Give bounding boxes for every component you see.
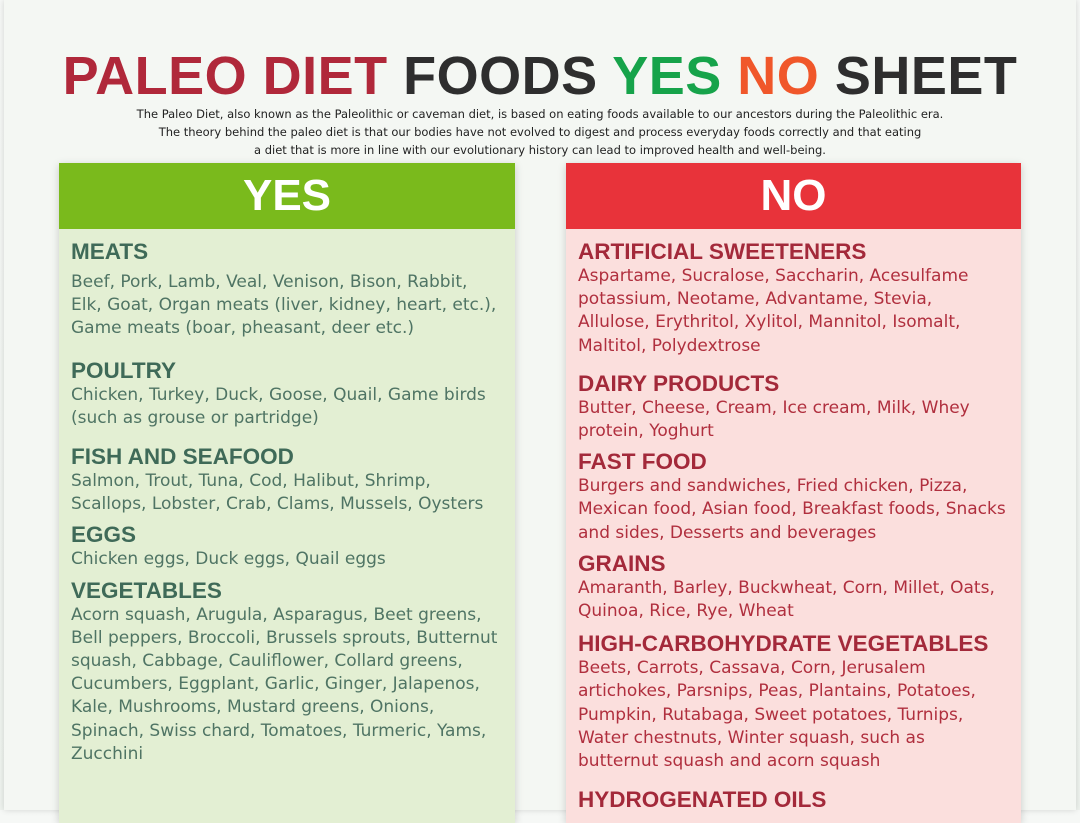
- intro-line: The Paleo Diet, also known as the Paleol…: [136, 107, 944, 121]
- yes-panel-heading: YES: [59, 163, 515, 229]
- page-title: PALEO DIET FOODS YES NO SHEET: [0, 44, 1080, 108]
- title-part-yes: YES: [612, 46, 722, 106]
- yes-category-vegetables: VEGETABLES Acorn squash, Arugula, Aspara…: [71, 578, 503, 766]
- yes-panel: YES MEATS Beef, Pork, Lamb, Veal, Veniso…: [59, 163, 515, 823]
- yes-category-poultry: POULTRY Chicken, Turkey, Duck, Goose, Qu…: [71, 358, 503, 430]
- category-items: Amaranth, Barley, Buckwheat, Corn, Mille…: [578, 577, 995, 622]
- yes-category-fish-seafood: FISH AND SEAFOOD Salmon, Trout, Tuna, Co…: [71, 444, 503, 516]
- no-category-artificial-sweeteners: ARTIFICIAL SWEETENERS Aspartame, Sucralo…: [578, 239, 1009, 358]
- category-title: HYDROGENATED OILS: [578, 787, 827, 813]
- title-part-foods: FOODS: [403, 46, 598, 106]
- category-title: HIGH-CARBOHYDRATE VEGETABLES: [578, 631, 989, 657]
- category-title: DAIRY PRODUCTS: [578, 370, 780, 396]
- category-items: Acorn squash, Arugula, Asparagus, Beet g…: [71, 604, 498, 764]
- category-title: EGGS: [71, 522, 137, 548]
- no-panel-body: ARTIFICIAL SWEETENERS Aspartame, Sucralo…: [566, 229, 1021, 813]
- category-items: Chicken, Turkey, Duck, Goose, Quail, Gam…: [71, 384, 486, 428]
- category-items: Beef, Pork, Lamb, Veal, Venison, Bison, …: [71, 272, 497, 339]
- no-panel-heading: NO: [566, 163, 1021, 229]
- no-category-dairy-products: DAIRY PRODUCTS Butter, Cheese, Cream, Ic…: [578, 371, 1009, 443]
- category-title: POULTRY: [71, 357, 176, 383]
- category-items: Burgers and sandwiches, Fried chicken, P…: [578, 476, 1006, 543]
- no-category-grains: GRAINS Amaranth, Barley, Buckwheat, Corn…: [578, 551, 1009, 623]
- title-part-no: NO: [737, 46, 820, 106]
- yes-category-meats: MEATS Beef, Pork, Lamb, Veal, Venison, B…: [71, 239, 503, 341]
- category-items: Aspartame, Sucralose, Saccharin, Acesulf…: [578, 266, 969, 356]
- category-items: Chicken eggs, Duck eggs, Quail eggs: [71, 549, 386, 570]
- category-items: Beets, Carrots, Cassava, Corn, Jerusalem…: [578, 658, 976, 772]
- no-category-fast-food: FAST FOOD Burgers and sandwiches, Fried …: [578, 449, 1009, 545]
- title-part-paleo-diet: PALEO DIET: [62, 46, 388, 106]
- category-title: FISH AND SEAFOOD: [71, 444, 294, 470]
- yes-category-eggs: EGGS Chicken eggs, Duck eggs, Quail eggs: [71, 522, 503, 571]
- category-title: VEGETABLES: [71, 577, 222, 603]
- intro-line: The theory behind the paleo diet is that…: [158, 125, 922, 139]
- category-items: Salmon, Trout, Tuna, Cod, Halibut, Shrim…: [71, 471, 484, 515]
- category-title: MEATS: [71, 239, 149, 264]
- category-items: Butter, Cheese, Cream, Ice cream, Milk, …: [578, 397, 970, 442]
- intro-text: The Paleo Diet, also known as the Paleol…: [0, 105, 1080, 159]
- category-title: GRAINS: [578, 550, 666, 576]
- title-part-sheet: SHEET: [834, 46, 1018, 106]
- no-category-hydrogenated-oils: HYDROGENATED OILS: [578, 787, 1009, 813]
- intro-line: a diet that is more in line with our evo…: [254, 143, 826, 157]
- yes-panel-body: MEATS Beef, Pork, Lamb, Veal, Venison, B…: [59, 229, 515, 766]
- category-title: ARTIFICIAL SWEETENERS: [578, 239, 867, 264]
- category-title: FAST FOOD: [578, 449, 707, 475]
- no-category-high-carb-vegetables: HIGH-CARBOHYDRATE VEGETABLES Beets, Carr…: [578, 631, 1009, 773]
- no-panel: NO ARTIFICIAL SWEETENERS Aspartame, Sucr…: [566, 163, 1021, 823]
